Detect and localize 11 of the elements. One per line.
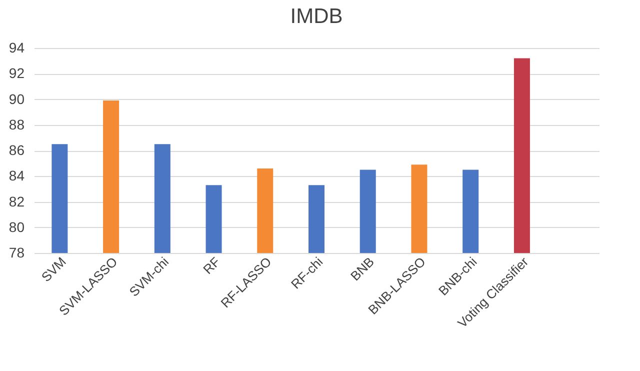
- y-tick-label: 82: [8, 193, 25, 210]
- y-tick-label: 92: [8, 65, 25, 82]
- y-tick-label: 94: [8, 40, 25, 56]
- y-tick-label: 84: [8, 168, 25, 184]
- y-tick-label: 80: [8, 218, 25, 235]
- x-tick-label: RF: [200, 254, 223, 277]
- y-tick-label: 86: [8, 142, 25, 158]
- chart-title: IMDB: [290, 5, 343, 28]
- y-tick-label: 90: [8, 90, 25, 107]
- y-tick-label: 78: [8, 244, 25, 260]
- y-tick-label: 88: [8, 116, 25, 132]
